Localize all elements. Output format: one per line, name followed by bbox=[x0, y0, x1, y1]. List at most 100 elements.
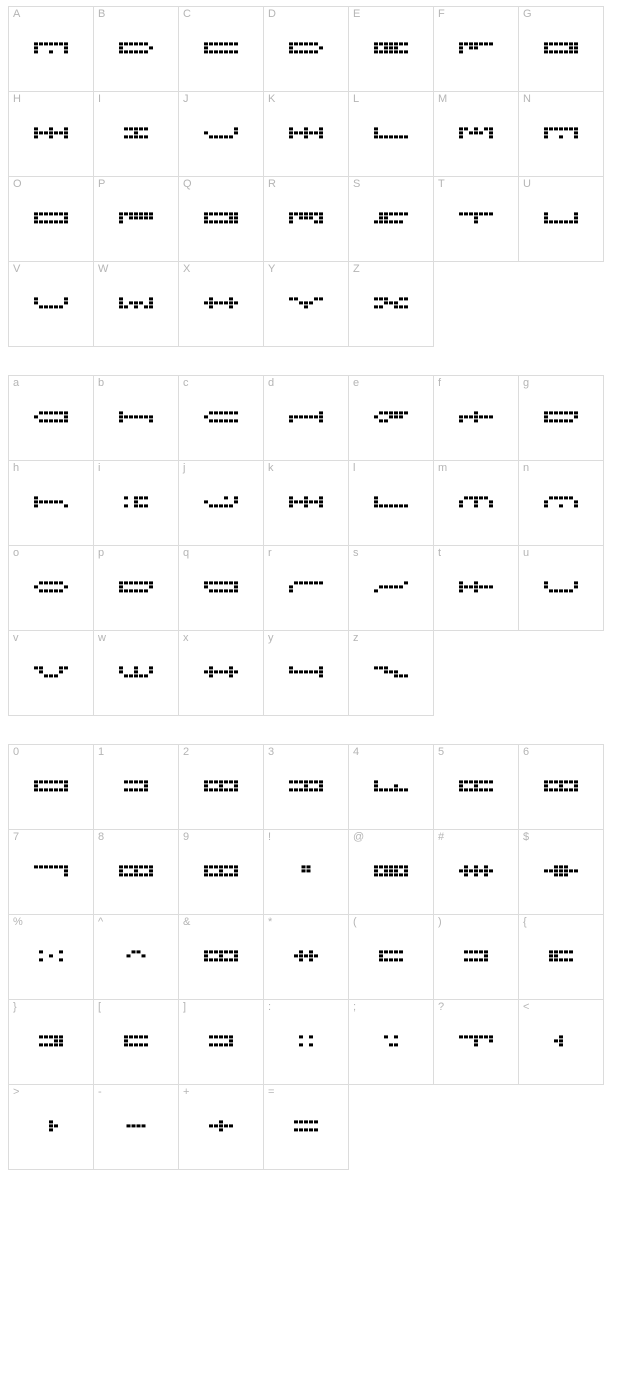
char-cell[interactable]: s bbox=[349, 546, 434, 631]
char-label: ! bbox=[268, 832, 271, 843]
char-cell[interactable]: & bbox=[179, 915, 264, 1000]
glyph-display bbox=[289, 581, 323, 592]
char-cell[interactable]: I bbox=[94, 92, 179, 177]
char-cell[interactable]: J bbox=[179, 92, 264, 177]
char-cell[interactable]: g bbox=[519, 376, 604, 461]
char-cell[interactable]: B bbox=[94, 7, 179, 92]
char-cell[interactable]: 7 bbox=[9, 830, 94, 915]
char-cell[interactable]: @ bbox=[349, 830, 434, 915]
char-cell[interactable]: + bbox=[179, 1085, 264, 1170]
char-cell[interactable]: A bbox=[9, 7, 94, 92]
char-cell[interactable]: j bbox=[179, 461, 264, 546]
char-cell[interactable]: t bbox=[434, 546, 519, 631]
char-cell[interactable]: C bbox=[179, 7, 264, 92]
char-cell[interactable]: E bbox=[349, 7, 434, 92]
glyph-display bbox=[204, 581, 238, 592]
char-cell[interactable]: o bbox=[9, 546, 94, 631]
glyph-display bbox=[459, 581, 493, 592]
char-cell[interactable]: b bbox=[94, 376, 179, 461]
glyph-display bbox=[459, 780, 493, 791]
char-cell[interactable]: = bbox=[264, 1085, 349, 1170]
char-cell[interactable]: N bbox=[519, 92, 604, 177]
char-cell[interactable]: u bbox=[519, 546, 604, 631]
char-cell[interactable]: ) bbox=[434, 915, 519, 1000]
glyph-display bbox=[289, 297, 323, 308]
char-cell[interactable]: r bbox=[264, 546, 349, 631]
char-cell[interactable]: P bbox=[94, 177, 179, 262]
char-cell[interactable]: ! bbox=[264, 830, 349, 915]
char-cell[interactable]: T bbox=[434, 177, 519, 262]
char-cell[interactable]: > bbox=[9, 1085, 94, 1170]
char-cell[interactable]: K bbox=[264, 92, 349, 177]
char-cell[interactable]: [ bbox=[94, 1000, 179, 1085]
char-cell[interactable]: X bbox=[179, 262, 264, 347]
char-cell[interactable]: i bbox=[94, 461, 179, 546]
char-cell[interactable]: F bbox=[434, 7, 519, 92]
char-cell[interactable]: L bbox=[349, 92, 434, 177]
char-cell[interactable]: Y bbox=[264, 262, 349, 347]
char-cell[interactable]: 0 bbox=[9, 745, 94, 830]
char-cell[interactable]: y bbox=[264, 631, 349, 716]
char-cell[interactable]: } bbox=[9, 1000, 94, 1085]
char-cell[interactable]: : bbox=[264, 1000, 349, 1085]
char-cell[interactable]: < bbox=[519, 1000, 604, 1085]
char-cell[interactable]: D bbox=[264, 7, 349, 92]
glyph-display bbox=[374, 297, 408, 308]
char-cell[interactable]: q bbox=[179, 546, 264, 631]
char-cell[interactable]: - bbox=[94, 1085, 179, 1170]
char-cell[interactable]: R bbox=[264, 177, 349, 262]
char-cell[interactable]: x bbox=[179, 631, 264, 716]
char-cell[interactable]: 8 bbox=[94, 830, 179, 915]
char-cell[interactable]: Q bbox=[179, 177, 264, 262]
char-cell[interactable]: Z bbox=[349, 262, 434, 347]
char-cell[interactable]: O bbox=[9, 177, 94, 262]
char-cell[interactable]: l bbox=[349, 461, 434, 546]
char-cell[interactable]: p bbox=[94, 546, 179, 631]
char-cell[interactable]: z bbox=[349, 631, 434, 716]
char-cell[interactable]: w bbox=[94, 631, 179, 716]
glyph-display bbox=[204, 666, 238, 677]
char-cell[interactable]: V bbox=[9, 262, 94, 347]
char-cell[interactable]: % bbox=[9, 915, 94, 1000]
char-cell[interactable]: ^ bbox=[94, 915, 179, 1000]
char-cell[interactable]: * bbox=[264, 915, 349, 1000]
char-cell[interactable]: k bbox=[264, 461, 349, 546]
char-cell[interactable]: v bbox=[9, 631, 94, 716]
char-label: X bbox=[183, 264, 190, 275]
char-cell[interactable]: # bbox=[434, 830, 519, 915]
char-cell[interactable]: m bbox=[434, 461, 519, 546]
char-cell[interactable]: S bbox=[349, 177, 434, 262]
char-cell[interactable]: n bbox=[519, 461, 604, 546]
char-cell[interactable]: M bbox=[434, 92, 519, 177]
char-cell[interactable]: ? bbox=[434, 1000, 519, 1085]
char-cell[interactable]: 4 bbox=[349, 745, 434, 830]
char-cell[interactable]: 6 bbox=[519, 745, 604, 830]
char-label: I bbox=[98, 94, 101, 105]
char-cell[interactable]: d bbox=[264, 376, 349, 461]
char-cell[interactable]: $ bbox=[519, 830, 604, 915]
char-cell[interactable]: 2 bbox=[179, 745, 264, 830]
char-cell[interactable]: G bbox=[519, 7, 604, 92]
char-label: 6 bbox=[523, 747, 529, 758]
char-cell[interactable]: ] bbox=[179, 1000, 264, 1085]
char-cell[interactable]: U bbox=[519, 177, 604, 262]
char-cell[interactable]: { bbox=[519, 915, 604, 1000]
char-cell[interactable]: h bbox=[9, 461, 94, 546]
char-cell[interactable]: 5 bbox=[434, 745, 519, 830]
char-label: O bbox=[13, 179, 22, 190]
char-cell[interactable]: W bbox=[94, 262, 179, 347]
char-cell[interactable]: f bbox=[434, 376, 519, 461]
char-label: + bbox=[183, 1087, 189, 1098]
char-label: D bbox=[268, 9, 276, 20]
char-cell[interactable]: 9 bbox=[179, 830, 264, 915]
char-cell[interactable]: a bbox=[9, 376, 94, 461]
char-cell[interactable]: e bbox=[349, 376, 434, 461]
char-cell[interactable]: c bbox=[179, 376, 264, 461]
char-cell[interactable]: 1 bbox=[94, 745, 179, 830]
glyph-display bbox=[374, 496, 408, 507]
char-cell[interactable]: ; bbox=[349, 1000, 434, 1085]
glyph-display bbox=[124, 127, 148, 138]
char-cell[interactable]: H bbox=[9, 92, 94, 177]
char-cell[interactable]: ( bbox=[349, 915, 434, 1000]
char-cell[interactable]: 3 bbox=[264, 745, 349, 830]
